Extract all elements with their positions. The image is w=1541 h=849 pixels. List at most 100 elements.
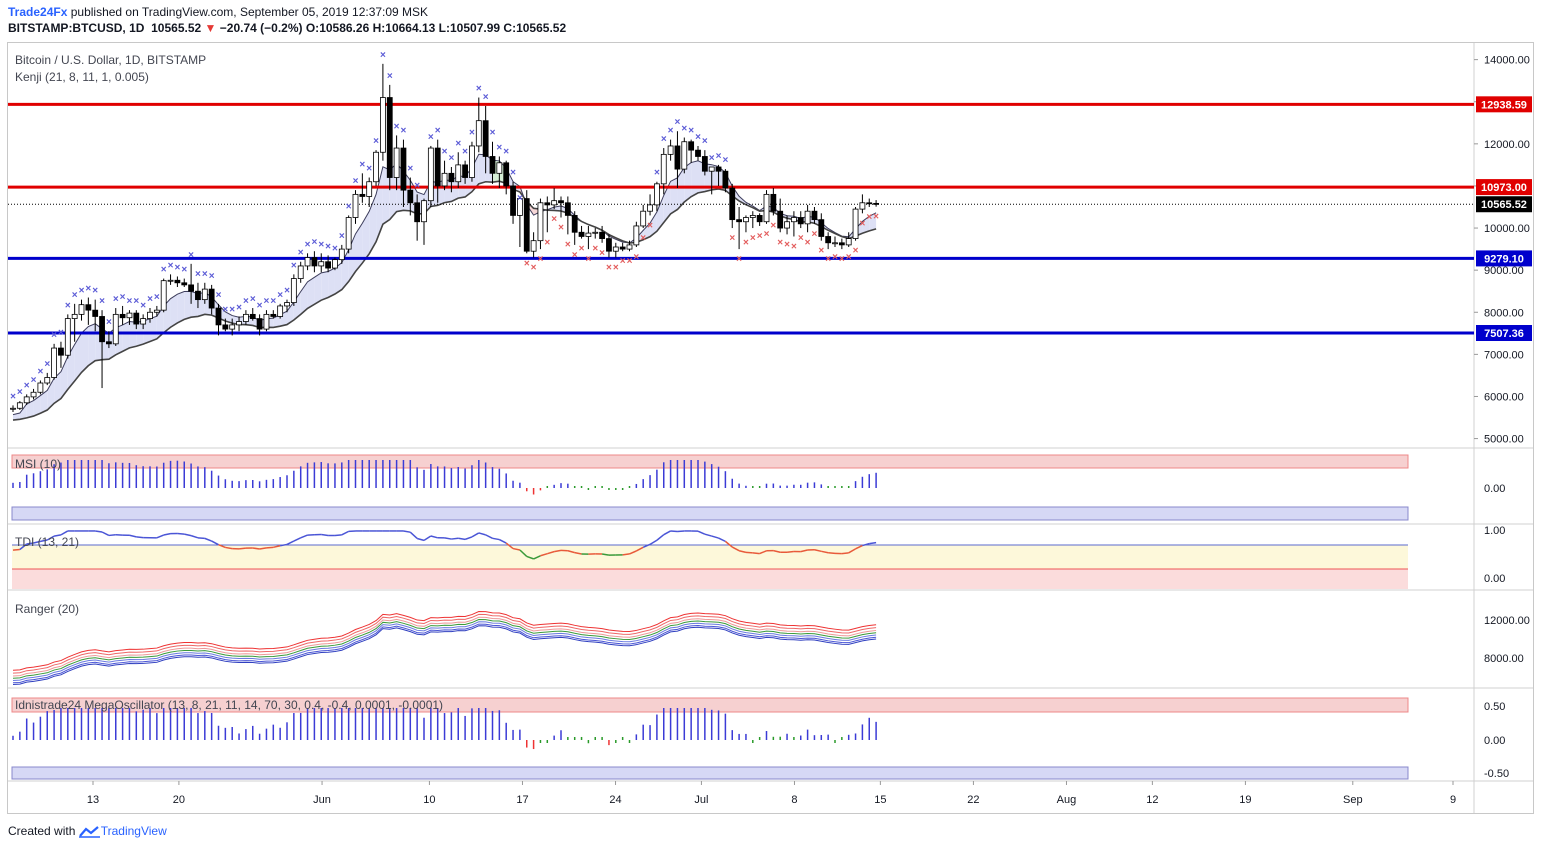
tdi-line-segment <box>786 550 794 553</box>
candle-body <box>10 407 16 410</box>
candle-body <box>126 312 133 319</box>
tdi-line-segment <box>430 535 438 539</box>
buy-marker-icon: × <box>325 241 331 252</box>
candle-body <box>318 261 325 267</box>
tdi-line-segment <box>177 532 185 535</box>
tdi-line-segment <box>505 542 514 550</box>
x-tick-label: 13 <box>87 794 99 806</box>
tdi-line-segment <box>752 552 760 555</box>
candle-body <box>188 284 195 292</box>
candle-body <box>866 202 873 205</box>
tdi-line-segment <box>492 537 500 541</box>
candle-body <box>277 305 284 317</box>
sell-marker-icon: × <box>729 233 735 244</box>
mega-axis-label: -0.50 <box>1484 768 1509 780</box>
buy-marker-icon: × <box>250 294 256 305</box>
buy-marker-icon: × <box>85 284 91 295</box>
tdi-line-segment <box>280 543 288 547</box>
tdi-line-segment <box>225 546 233 550</box>
y-tick-label: 12000.00 <box>1484 139 1530 151</box>
candle-body <box>804 210 811 225</box>
candle-body <box>311 257 318 267</box>
tdi-line-segment <box>738 549 747 554</box>
candle-body <box>51 347 57 378</box>
tdi-line-segment <box>95 530 103 533</box>
level-price-tag <box>1476 179 1532 196</box>
buy-marker-icon: × <box>72 290 78 301</box>
tdi-line-segment <box>334 534 342 537</box>
buy-marker-icon: × <box>195 269 201 280</box>
tdi-line-segment <box>163 532 171 536</box>
tdi-line-segment <box>656 534 665 541</box>
sell-marker-icon: × <box>736 254 742 265</box>
tdi-line-segment <box>841 552 849 555</box>
down-arrow-icon: ▼ <box>204 21 217 35</box>
sell-marker-icon: × <box>805 237 811 248</box>
candle-body <box>85 304 92 311</box>
sell-marker-icon: × <box>585 254 591 265</box>
high-value: 10664.13 <box>385 21 436 35</box>
tdi-line-segment <box>423 535 432 541</box>
candle-body <box>23 396 30 404</box>
kenji-cloud <box>643 223 651 240</box>
candle-body <box>640 210 647 227</box>
buy-marker-icon: × <box>264 296 270 307</box>
tdi-line-segment <box>649 539 658 545</box>
buy-marker-icon: × <box>435 126 441 137</box>
tdi-pane-label: TDI (13, 21) <box>15 535 79 549</box>
buy-marker-icon: × <box>127 296 133 307</box>
kenji-cloud <box>369 194 377 254</box>
sell-marker-icon: × <box>627 256 633 267</box>
buy-marker-icon: × <box>161 265 167 276</box>
candle-body <box>633 225 640 246</box>
candle-body <box>660 153 667 185</box>
candle-body <box>708 166 715 172</box>
kenji-cloud <box>334 262 342 295</box>
candle-body <box>791 217 797 223</box>
tdi-line-segment <box>499 538 507 544</box>
candle-body <box>379 97 386 153</box>
buy-marker-icon: × <box>366 164 372 175</box>
candle-body <box>647 204 653 212</box>
ranger-line <box>12 616 877 677</box>
candle-body <box>606 238 612 252</box>
candle-body <box>290 278 297 303</box>
candle-body <box>503 162 510 187</box>
sell-marker-icon: × <box>839 254 845 265</box>
buy-marker-icon: × <box>44 359 50 370</box>
kenji-cloud <box>321 271 329 301</box>
candle-body <box>37 382 44 393</box>
sell-marker-icon: × <box>558 223 564 234</box>
tdi-line-segment <box>238 547 246 550</box>
tdi-line-segment <box>204 537 212 542</box>
tdi-line-segment <box>828 551 836 555</box>
buy-marker-icon: × <box>483 92 489 103</box>
tdi-line-segment <box>53 534 62 537</box>
tradingview-brand[interactable]: TradingView <box>100 824 167 838</box>
tdi-line-segment <box>512 547 521 551</box>
candle-body <box>208 288 215 309</box>
tdi-line-segment <box>458 537 466 541</box>
high-label: H: <box>372 21 386 35</box>
tdi-line-segment <box>711 535 719 539</box>
kenji-cloud <box>663 181 671 223</box>
chart-title: Bitcoin / U.S. Dollar, 1D, BITSTAMP <box>15 53 206 67</box>
buy-marker-icon: × <box>442 147 448 158</box>
tdi-line-segment <box>33 540 41 544</box>
sell-marker-icon: × <box>633 252 639 263</box>
candle-body <box>537 202 544 242</box>
candle-body <box>578 231 585 237</box>
publisher-name[interactable]: Trade24Fx <box>8 5 68 19</box>
kenji-cloud <box>13 413 20 421</box>
sell-marker-icon: × <box>565 239 571 250</box>
candle-body <box>434 147 441 187</box>
candle-body <box>263 313 270 330</box>
close-value: 10565.52 <box>516 21 567 35</box>
buy-marker-icon: × <box>414 180 420 191</box>
buy-marker-icon: × <box>394 121 400 132</box>
tdi-low-band <box>12 569 1408 589</box>
buy-marker-icon: × <box>79 286 85 297</box>
tdi-line-segment <box>862 542 870 547</box>
candle-body <box>517 198 523 216</box>
